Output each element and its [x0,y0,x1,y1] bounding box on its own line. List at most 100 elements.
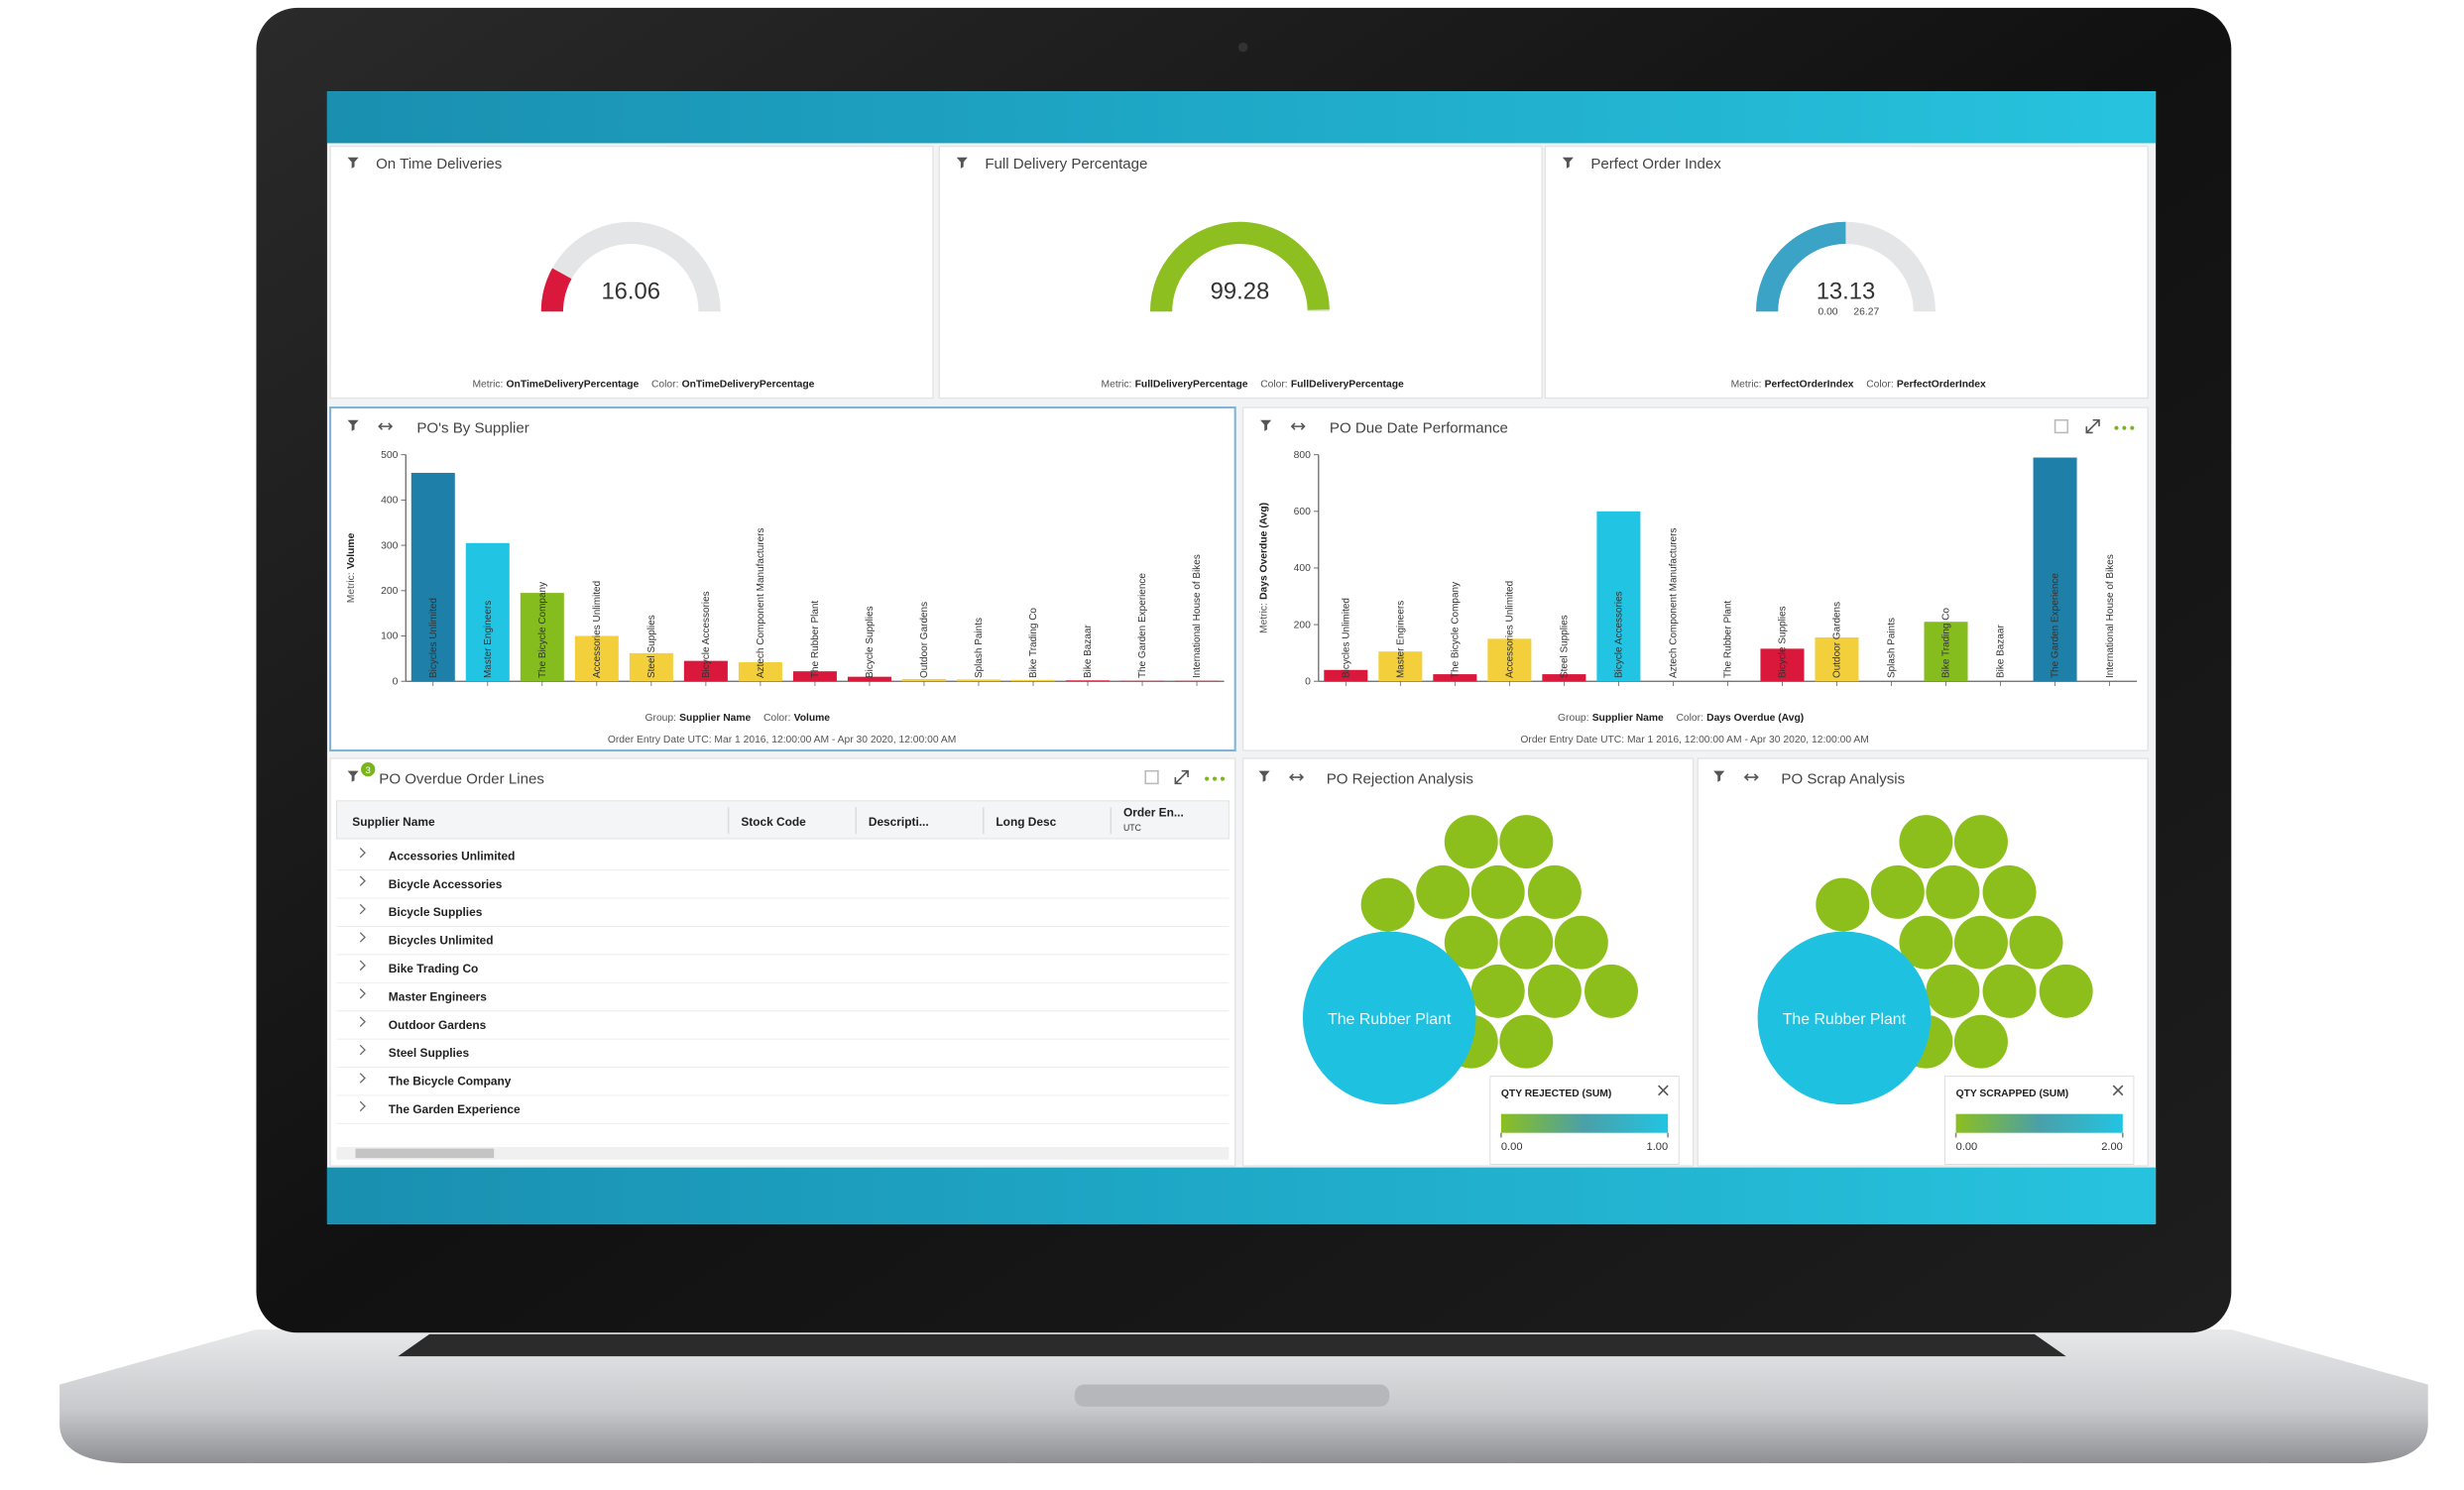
expand-chevron[interactable] [359,848,366,859]
column-header[interactable]: Stock Code [741,815,806,829]
filter-icon[interactable] [1562,157,1574,169]
bubble[interactable] [1470,964,1525,1018]
bubble[interactable] [1953,915,2008,970]
row-name[interactable]: Accessories Unlimited [389,849,516,862]
more-dot[interactable] [1205,776,1210,781]
bubble[interactable] [1499,915,1554,970]
caption-label: Color: [1260,379,1287,390]
bubble[interactable] [1584,964,1638,1018]
more-dot[interactable] [1212,776,1218,781]
expand-chevron[interactable] [359,932,366,943]
category-label: Outdoor Gardens [1832,602,1843,678]
bubble-large[interactable] [1302,931,1476,1105]
filter-icon[interactable] [347,157,359,169]
bubble[interactable] [1554,915,1608,970]
badge-count: 3 [366,765,371,776]
save-icon[interactable] [2053,418,2069,434]
bubble[interactable] [1926,864,1980,919]
bar [629,652,673,682]
expand-chevron[interactable] [359,988,366,999]
bubble[interactable] [1816,877,1870,932]
bubble[interactable] [1926,964,1980,1018]
category-label: Bike Trading Co [1941,608,1952,678]
bubble[interactable] [1899,915,1953,970]
filter-icon[interactable] [956,157,968,169]
bubble[interactable] [1416,864,1470,919]
y-axis-name: Volume [346,532,357,569]
bubble[interactable] [1499,1014,1554,1069]
expand-chevron[interactable] [359,903,366,915]
filter-icon[interactable] [347,770,359,782]
bubble[interactable] [1899,815,1953,869]
link-icon[interactable] [378,422,394,430]
link-icon[interactable] [1289,773,1305,781]
row-name[interactable]: Outdoor Gardens [389,1018,487,1032]
more-dot[interactable] [1220,776,1226,781]
filter-icon[interactable] [1260,419,1272,431]
expand-chevron[interactable] [359,1100,366,1112]
scrollbar-thumb[interactable] [355,1148,495,1159]
caption-label: Group: [645,713,676,724]
bubble[interactable] [1527,964,1582,1018]
row-name[interactable]: Bicycle Supplies [389,905,483,919]
bubble[interactable] [1470,864,1525,919]
bubble[interactable] [1953,815,2008,869]
y-tick-label: 100 [381,631,398,642]
row-name[interactable]: Bike Trading Co [389,962,479,975]
category-label: The Rubber Plant [1723,601,1734,678]
bubble[interactable] [1499,815,1554,869]
column-header[interactable]: Supplier Name [352,815,435,829]
bubble[interactable] [2039,964,2093,1018]
caption-value: PerfectOrderIndex [1765,379,1854,390]
expand-icon[interactable] [1174,769,1189,785]
expand-chevron[interactable] [359,1044,366,1056]
row-name[interactable]: Bicycle Accessories [389,877,503,891]
row-name[interactable]: The Bicycle Company [389,1075,512,1089]
row-name[interactable]: Master Engineers [389,989,488,1003]
filter-icon[interactable] [1258,770,1270,782]
bubble[interactable] [1982,964,2037,1018]
row-name[interactable]: Steel Supplies [389,1046,470,1060]
bubble[interactable] [1982,864,2037,919]
legend-close[interactable] [2112,1085,2124,1096]
category-label: Bike Trading Co [1028,608,1039,678]
more-dot[interactable] [2114,425,2119,430]
panel-title: PO Scrap Analysis [1781,770,1905,787]
bar [1378,651,1423,682]
caption: Metric: OnTimeDeliveryPercentage Color: OnT… [472,379,814,390]
bubble[interactable] [1360,877,1415,932]
bar [465,542,510,682]
caption-value: Supplier Name [1592,713,1664,724]
category-label: International House of Bikes [2105,554,2116,678]
expand-chevron[interactable] [359,1016,366,1027]
y-tick-label: 800 [1294,450,1311,461]
filter-icon[interactable] [347,419,359,431]
bubble[interactable] [1444,815,1498,869]
row-name[interactable]: Bicycles Unlimited [389,934,494,948]
bubble[interactable] [1527,864,1582,919]
category-label: International House of Bikes [1192,554,1203,678]
bubble[interactable] [1953,1014,2008,1069]
legend-close[interactable] [1658,1085,1669,1096]
expand-chevron[interactable] [359,960,366,972]
bubble[interactable] [1870,864,1925,919]
row-name[interactable]: The Garden Experience [389,1102,521,1116]
bar [574,635,619,682]
more-dot[interactable] [2122,425,2127,430]
bubble-large[interactable] [1757,931,1932,1105]
bubble[interactable] [2009,915,2063,970]
bubble[interactable] [1444,915,1498,970]
expand-chevron[interactable] [359,875,366,886]
link-icon[interactable] [1743,773,1759,781]
save-icon[interactable] [1144,769,1159,785]
column-header[interactable]: Descripti... [869,815,929,829]
filter-icon[interactable] [1713,770,1725,782]
bar [1815,636,1859,682]
more-dot[interactable] [2130,425,2135,430]
column-header[interactable]: Long Desc [996,815,1056,829]
expand-chevron[interactable] [359,1073,366,1084]
expand-icon[interactable] [2085,418,2100,434]
link-icon[interactable] [1290,422,1306,430]
column-header[interactable]: Order En... [1123,806,1184,820]
